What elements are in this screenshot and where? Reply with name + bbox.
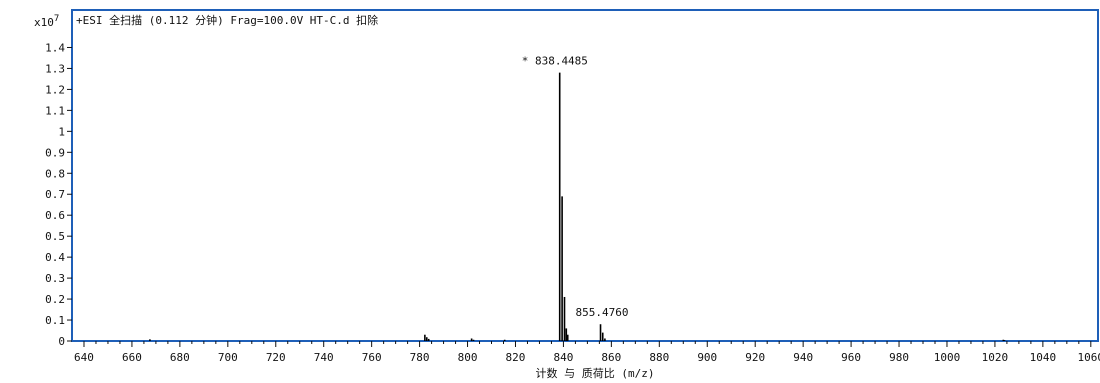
- y-tick-label: 1.2: [45, 83, 65, 96]
- y-tick-label: 0.3: [45, 272, 65, 285]
- x-tick-label: 920: [745, 351, 765, 364]
- x-tick-label: 820: [506, 351, 526, 364]
- y-tick-label: 1.1: [45, 104, 65, 117]
- spectrum-peaks: [149, 72, 1006, 341]
- y-tick-label: 0.6: [45, 209, 65, 222]
- y-tick-label: 0.4: [45, 251, 65, 264]
- y-tick-label: 0.2: [45, 293, 65, 306]
- x-tick-label: 880: [649, 351, 669, 364]
- chart-frame-group: [71, 9, 1099, 342]
- y-tick-label: 0: [58, 335, 65, 348]
- x-tick-label: 960: [841, 351, 861, 364]
- x-tick-label: 680: [170, 351, 190, 364]
- y-tick-label: 1.3: [45, 62, 65, 75]
- x-tick-label: 740: [314, 351, 334, 364]
- y-tick-label: 0.9: [45, 146, 65, 159]
- x-tick-label: 1060: [1078, 351, 1100, 364]
- x-tick-label: 980: [889, 351, 909, 364]
- y-scale-base: x10: [34, 16, 54, 29]
- y-tick-label: 0.8: [45, 167, 65, 180]
- x-tick-label: 760: [362, 351, 382, 364]
- y-tick-label: 0.1: [45, 314, 65, 327]
- x-tick-label: 780: [410, 351, 430, 364]
- x-tick-label: 1040: [1030, 351, 1057, 364]
- x-tick-label: 660: [122, 351, 142, 364]
- x-tick-label: 860: [601, 351, 621, 364]
- y-scale-label: x107: [34, 14, 59, 29]
- x-tick-label: 640: [74, 351, 94, 364]
- y-tick-label: 0.5: [45, 230, 65, 243]
- x-tick-label: 840: [553, 351, 573, 364]
- x-axis-ticks: 640 660 680 700 720 740 760 780 800 820 840 860 880 9…: [74, 341, 1100, 364]
- y-scale-exponent: 7: [54, 14, 59, 24]
- y-tick-label: 1.4: [45, 41, 65, 54]
- x-axis-label: 计数 与 质荷比 (m/z): [536, 367, 655, 380]
- spectrum-header: +ESI 全扫描 (0.112 分钟) Frag=100.0V HT-C.d 扣…: [76, 13, 378, 27]
- peak-annotations: * 838.4485 855.4760: [522, 55, 629, 320]
- y-tick-label: 0.7: [45, 188, 65, 201]
- x-tick-label: 1000: [934, 351, 961, 364]
- x-tick-label: 800: [458, 351, 478, 364]
- x-tick-label: 720: [266, 351, 286, 364]
- y-tick-label: 1: [58, 125, 65, 138]
- peak-label: 855.4760: [576, 306, 629, 319]
- y-axis-ticks: 0 0.1 0.2 0.3 0.4 0.5 0.6 0.7 0.8 0.9 1 1.1 1.2 1.3 1.…: [45, 41, 72, 348]
- peak-label: * 838.4485: [522, 55, 588, 68]
- x-tick-label: 1020: [982, 351, 1009, 364]
- x-tick-label: 900: [697, 351, 717, 364]
- x-tick-label: 700: [218, 351, 238, 364]
- x-tick-label: 940: [793, 351, 813, 364]
